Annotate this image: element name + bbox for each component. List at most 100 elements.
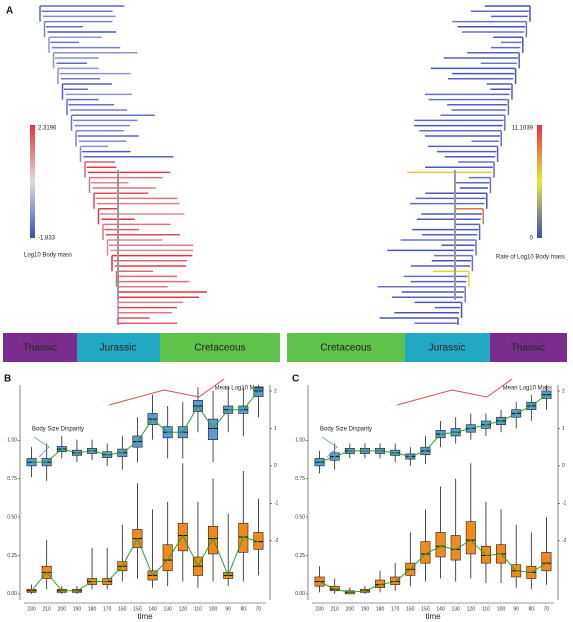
period [490, 333, 567, 362]
x-tick-label: 80 [529, 606, 535, 612]
y2-tick-label: -1 [274, 501, 279, 507]
y-tick-label: 1.00 [7, 438, 17, 444]
x-axis-label: time [425, 612, 441, 621]
x-tick-label: 120 [467, 606, 476, 612]
box [253, 532, 264, 550]
silhouette [321, 436, 338, 458]
y2-tick-label: -2 [274, 538, 279, 544]
box [420, 541, 431, 564]
period [160, 333, 280, 362]
median-line [319, 394, 547, 463]
y2-tick-label: 1 [274, 426, 277, 432]
box [390, 576, 401, 585]
colorbar-label: Rate of Log10 Body mass [496, 255, 565, 261]
period-label: Cretaceous [194, 343, 245, 354]
box [465, 521, 476, 555]
colorbar-min: -1.833 [38, 236, 56, 242]
period [287, 333, 405, 362]
y-tick-label: 0.75 [295, 476, 305, 482]
x-tick-label: 80 [241, 606, 247, 612]
x-tick-label: 90 [513, 606, 519, 612]
median-line [31, 390, 259, 463]
x-tick-label: 110 [194, 606, 202, 612]
colorbar-label: Log10 Body mass [24, 253, 72, 259]
phylogeny [39, 5, 531, 325]
period-label: Triassic [511, 343, 545, 354]
period [3, 333, 77, 362]
y-tick-label: 0.00 [7, 591, 17, 597]
x-tick-label: 150 [421, 606, 430, 612]
x-tick-label: 110 [482, 606, 490, 612]
box [541, 552, 552, 572]
x-tick-label: 160 [118, 606, 127, 612]
box [208, 418, 219, 440]
silhouette [33, 436, 50, 458]
x-tick-label: 70 [256, 606, 262, 612]
x-tick-label: 190 [361, 606, 370, 612]
period-label: Triassic [23, 343, 57, 354]
x-tick-label: 150 [133, 606, 142, 612]
y2-tick-label: 2 [562, 388, 565, 394]
x-tick-label: 210 [331, 606, 340, 612]
y2-tick-label: 2 [274, 388, 277, 394]
y-tick-label: 0.00 [295, 591, 305, 597]
median-line [319, 539, 547, 593]
x-tick-label: 100 [497, 606, 506, 612]
x-tick-label: 230 [315, 606, 324, 612]
x-tick-label: 130 [164, 606, 173, 612]
x-tick-label: 180 [88, 606, 97, 612]
colorbar [30, 125, 35, 238]
y-tick-label: 0.50 [295, 514, 305, 520]
panel-label: C [292, 374, 299, 385]
x-tick-label: 160 [406, 606, 415, 612]
x-tick-label: 170 [391, 606, 400, 612]
box [329, 585, 340, 592]
box [253, 386, 264, 397]
box [208, 525, 219, 555]
box [450, 535, 461, 561]
period-label: Jurassic [100, 343, 137, 354]
silhouette [396, 378, 513, 406]
median-line [31, 534, 259, 592]
y2-tick-label: 0 [562, 463, 565, 469]
box [435, 532, 446, 558]
colorbar-min: 0 [530, 236, 534, 242]
series-label: Body Size Disparity [320, 427, 372, 433]
x-tick-label: 210 [43, 606, 52, 612]
y-tick-label: 0.50 [7, 514, 17, 520]
x-tick-label: 170 [103, 606, 112, 612]
x-tick-label: 190 [73, 606, 82, 612]
silhouette [108, 378, 225, 406]
x-tick-label: 140 [436, 606, 445, 612]
y-tick-label: 0.75 [7, 476, 17, 482]
x-tick-label: 180 [376, 606, 385, 612]
y-tick-label: 0.25 [7, 553, 17, 559]
panel-label: B [4, 374, 11, 385]
series-label: Mean Log10 Mass [503, 386, 552, 392]
period [405, 333, 490, 362]
y-tick-label: 0.25 [295, 553, 305, 559]
x-tick-label: 70 [544, 606, 550, 612]
period-label: Cretaceous [320, 343, 371, 354]
period-bar: Triassic Jurassic Cretaceous Cretaceous … [3, 333, 567, 362]
colorbar-max: 2.3196 [38, 126, 57, 132]
x-tick-label: 130 [452, 606, 461, 612]
y2-tick-label: -2 [562, 538, 567, 544]
y2-tick-label: 0 [274, 463, 277, 469]
x-tick-label: 200 [58, 606, 67, 612]
period-label: Jurassic [429, 343, 466, 354]
x-axis-label: time [137, 612, 153, 621]
panel-label: A [6, 6, 13, 17]
y-tick-label: 1.00 [295, 438, 305, 444]
series-label: Mean Log10 Mass [215, 386, 264, 392]
box [177, 522, 188, 552]
y2-tick-label: 1 [562, 426, 565, 432]
box [162, 544, 173, 572]
x-tick-label: 140 [148, 606, 157, 612]
series-label: Body Size Disparity [32, 427, 84, 433]
colorbar-max: 11.1039 [512, 126, 534, 132]
colorbar [537, 125, 542, 238]
x-tick-label: 90 [225, 606, 231, 612]
